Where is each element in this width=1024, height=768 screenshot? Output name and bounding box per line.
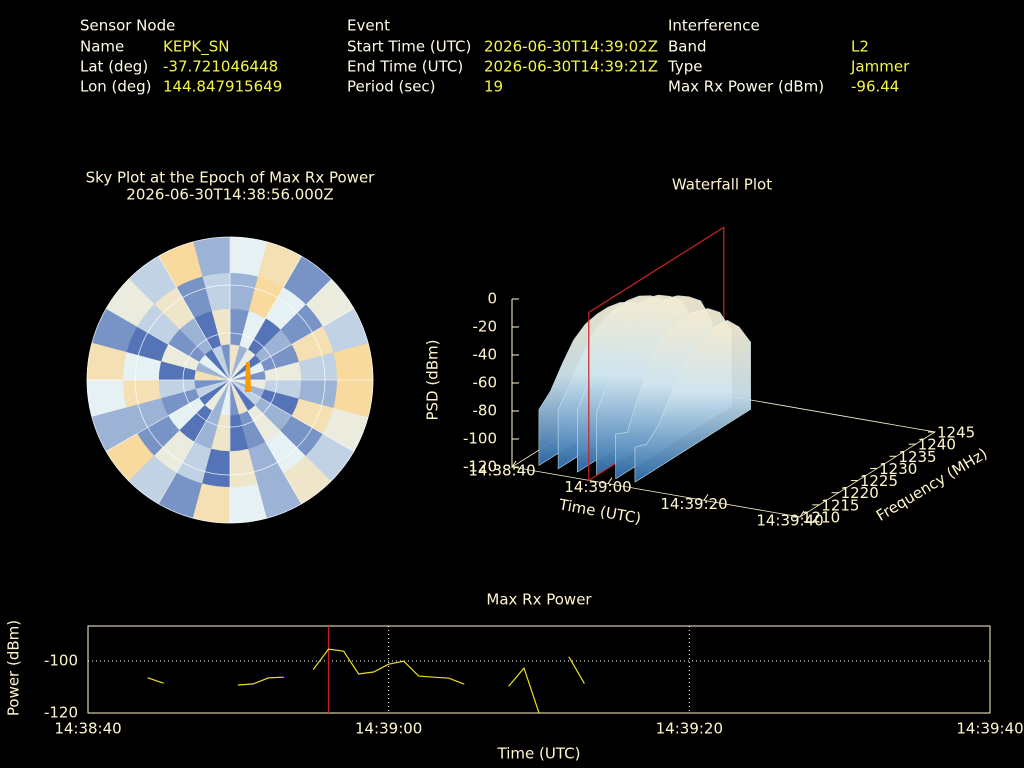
x-tick bbox=[703, 494, 709, 501]
z-tick-label: 0 bbox=[487, 290, 497, 308]
y-tick-label: 1240 bbox=[918, 436, 956, 454]
chart-title: Sky Plot at the Epoch of Max Rx Power bbox=[86, 169, 376, 187]
x-tick-label: 14:39:20 bbox=[656, 720, 723, 738]
info-value: Jammer bbox=[850, 58, 910, 76]
info-value: 19 bbox=[484, 78, 503, 96]
info-label: Type bbox=[667, 58, 702, 76]
info-label: Period (sec) bbox=[347, 78, 436, 96]
info-label: Band bbox=[668, 38, 707, 56]
info-label: End Time (UTC) bbox=[347, 58, 463, 76]
z-tick-label: -60 bbox=[473, 374, 498, 392]
y-tick-label: -100 bbox=[44, 652, 78, 670]
x-tick-label: 14:39:20 bbox=[660, 495, 727, 513]
y-tick-label: 1215 bbox=[821, 496, 859, 514]
info-value: 2026-06-30T14:39:02Z bbox=[484, 38, 658, 56]
chart-subtitle: 2026-06-30T14:38:56.000Z bbox=[126, 186, 333, 204]
x-tick-label: 14:38:40 bbox=[54, 720, 121, 738]
info-label: Lon (deg) bbox=[80, 78, 152, 96]
y-axis-label: Power (dBm) bbox=[5, 620, 23, 716]
z-tick-label: -40 bbox=[473, 346, 498, 364]
info-value: 2026-06-30T14:39:21Z bbox=[484, 58, 658, 76]
y-tick-label: 1220 bbox=[841, 484, 879, 502]
z-tick-label: -20 bbox=[473, 318, 498, 336]
info-label: Start Time (UTC) bbox=[347, 38, 471, 56]
info-value: -37.721046448 bbox=[163, 58, 278, 76]
info-heading: Interference bbox=[668, 17, 760, 35]
y-tick-label: -120 bbox=[44, 704, 78, 722]
x-tick-label: 14:39:00 bbox=[355, 720, 422, 738]
info-label: Lat (deg) bbox=[80, 58, 148, 76]
z-tick-label: -80 bbox=[473, 402, 498, 420]
x-tick-label: 14:39:00 bbox=[564, 478, 631, 496]
sky-track bbox=[245, 362, 251, 392]
x-tick bbox=[607, 477, 613, 484]
y-tick-label: 1235 bbox=[898, 448, 936, 466]
info-value: 144.847915649 bbox=[163, 78, 282, 96]
info-value: KEPK_SN bbox=[163, 38, 229, 57]
x-tick-label: 14:39:40 bbox=[956, 720, 1023, 738]
sky-spoke bbox=[105, 308, 355, 452]
info-heading: Sensor Node bbox=[80, 17, 175, 35]
x-tick bbox=[511, 460, 517, 468]
x-axis-label: Time (UTC) bbox=[497, 745, 581, 763]
y-tick-label: 1230 bbox=[879, 460, 917, 478]
y-tick-label: 1225 bbox=[860, 472, 898, 490]
chart-title: Waterfall Plot bbox=[672, 176, 772, 194]
z-tick-label: -120 bbox=[463, 458, 497, 476]
info-heading: Event bbox=[347, 17, 390, 35]
surface-ribbon bbox=[634, 319, 751, 483]
info-label: Max Rx Power (dBm) bbox=[668, 78, 824, 96]
info-value: -96.44 bbox=[851, 78, 899, 96]
y-tick-label: 1245 bbox=[937, 424, 975, 442]
x-tick bbox=[799, 510, 805, 518]
z-tick-label: -100 bbox=[463, 430, 497, 448]
info-label: Name bbox=[80, 38, 124, 56]
z-axis-label: PSD (dBm) bbox=[424, 339, 442, 420]
x-axis-label: Time (UTC) bbox=[557, 495, 643, 527]
chart-title: Max Rx Power bbox=[486, 591, 592, 609]
power-line bbox=[147, 648, 585, 714]
y-tick-label: 1210 bbox=[802, 509, 840, 527]
info-value: L2 bbox=[851, 38, 869, 56]
x-tick-label: 14:39:40 bbox=[756, 512, 823, 530]
x-tick-label: 14:38:40 bbox=[468, 462, 535, 480]
plot-frame bbox=[87, 625, 991, 714]
